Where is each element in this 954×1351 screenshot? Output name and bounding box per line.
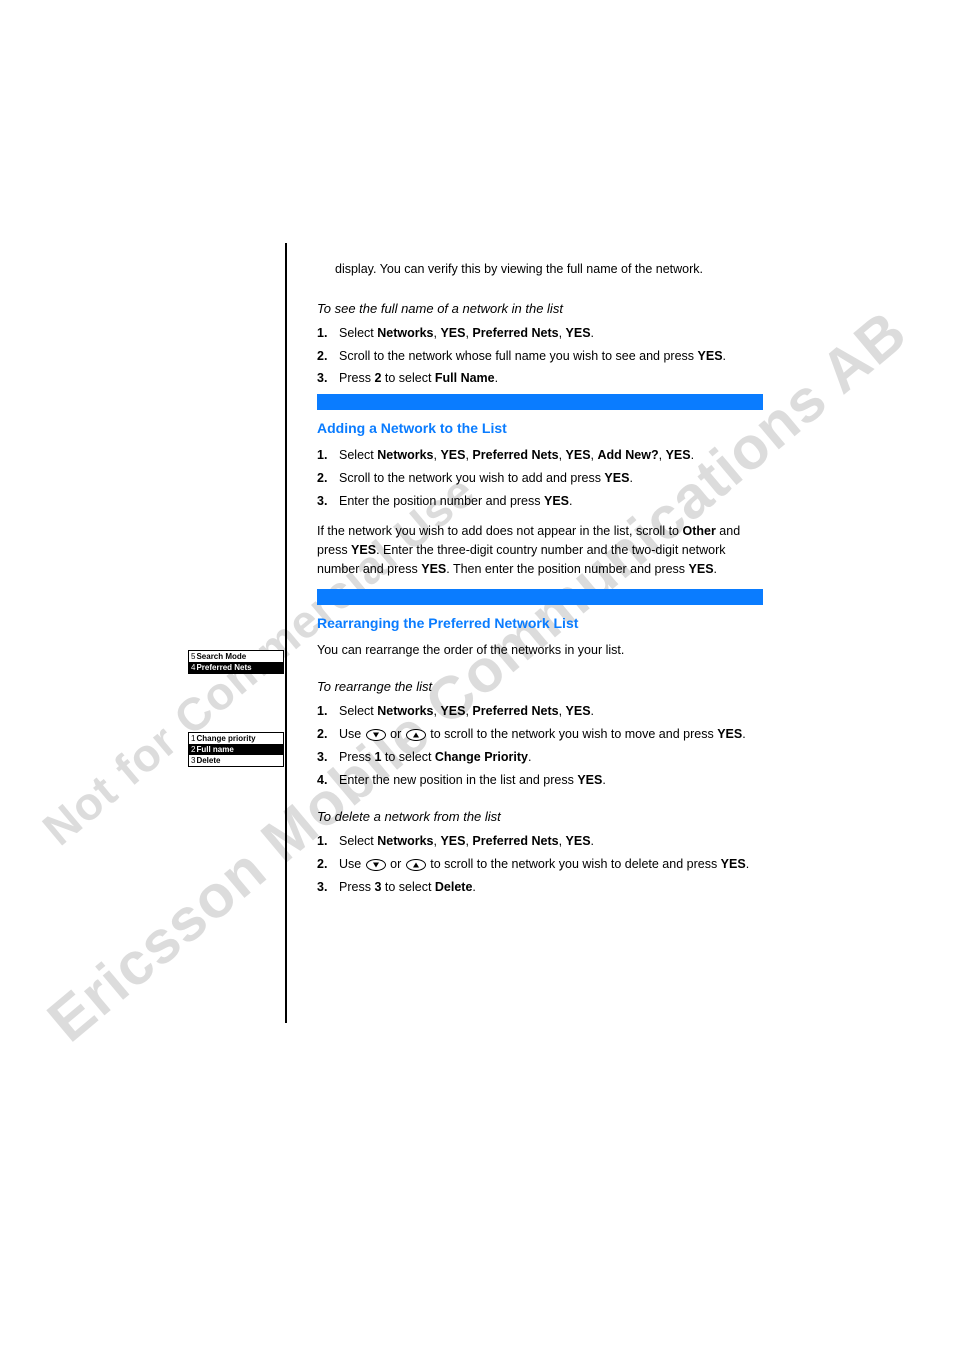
note-text: If the network you wish to add does not … [317, 522, 763, 578]
screenshot2-row-0: 1Change priority [189, 733, 283, 744]
screenshot1-row-1: 4Preferred Nets [189, 662, 283, 673]
section4-steps: Select Networks, YES, Preferred Nets, YE… [317, 832, 763, 896]
content-divider [285, 243, 287, 1023]
section3-step-3: Press 1 to select Change Priority. [317, 748, 763, 767]
section3-step-4: Enter the new position in the list and p… [317, 771, 763, 790]
up-arrow-icon [406, 859, 426, 871]
section3-step-2: Use or to scroll to the network you wish… [317, 725, 763, 744]
section2-step-3: Enter the position number and press YES. [317, 492, 763, 511]
add-heading: Adding a Network to the List [317, 420, 763, 436]
section3-step-1: Select Networks, YES, Preferred Nets, YE… [317, 702, 763, 721]
section2-steps: Select Networks, YES, Preferred Nets, YE… [317, 446, 763, 510]
topic-body: You can rearrange the order of the netwo… [317, 641, 763, 660]
screenshot2-row-1: 2Full name [189, 744, 283, 755]
section4-step-1: Select Networks, YES, Preferred Nets, YE… [317, 832, 763, 851]
section3-heading: To rearrange the list [317, 679, 763, 694]
content-column: display. You can verify this by viewing … [317, 260, 763, 901]
section2-step-1: Select Networks, YES, Preferred Nets, YE… [317, 446, 763, 465]
down-arrow-icon [366, 859, 386, 871]
screenshot2-row-2: 3Delete [189, 755, 283, 766]
screenshot1-row-0: 5Search Mode [189, 651, 283, 662]
section1-step-2: Scroll to the network whose full name yo… [317, 347, 763, 366]
section4-step-2: Use or to scroll to the network you wish… [317, 855, 763, 874]
page: Not for Commercial Use Ericsson Mobile C… [0, 0, 954, 1351]
down-arrow-icon [366, 729, 386, 741]
up-arrow-icon [406, 729, 426, 741]
section4-step-3: Press 3 to select Delete. [317, 878, 763, 897]
section3-steps: Select Networks, YES, Preferred Nets, YE… [317, 702, 763, 789]
phone-screenshot-1: 5Search Mode 4Preferred Nets [188, 650, 284, 674]
section1-steps: Select Networks, YES, Preferred Nets, YE… [317, 324, 763, 388]
topic-heading: Rearranging the Preferred Network List [317, 615, 763, 631]
section4-heading: To delete a network from the list [317, 809, 763, 824]
section1-heading: To see the full name of a network in the… [317, 301, 763, 316]
section1-step-1: Select Networks, YES, Preferred Nets, YE… [317, 324, 763, 343]
blue-bar-1 [317, 394, 763, 410]
phone-screenshot-2: 1Change priority 2Full name 3Delete [188, 732, 284, 767]
intro-line: display. You can verify this by viewing … [317, 260, 763, 279]
section2-step-2: Scroll to the network you wish to add an… [317, 469, 763, 488]
blue-bar-2 [317, 589, 763, 605]
section1-step-3: Press 2 to select Full Name. [317, 369, 763, 388]
